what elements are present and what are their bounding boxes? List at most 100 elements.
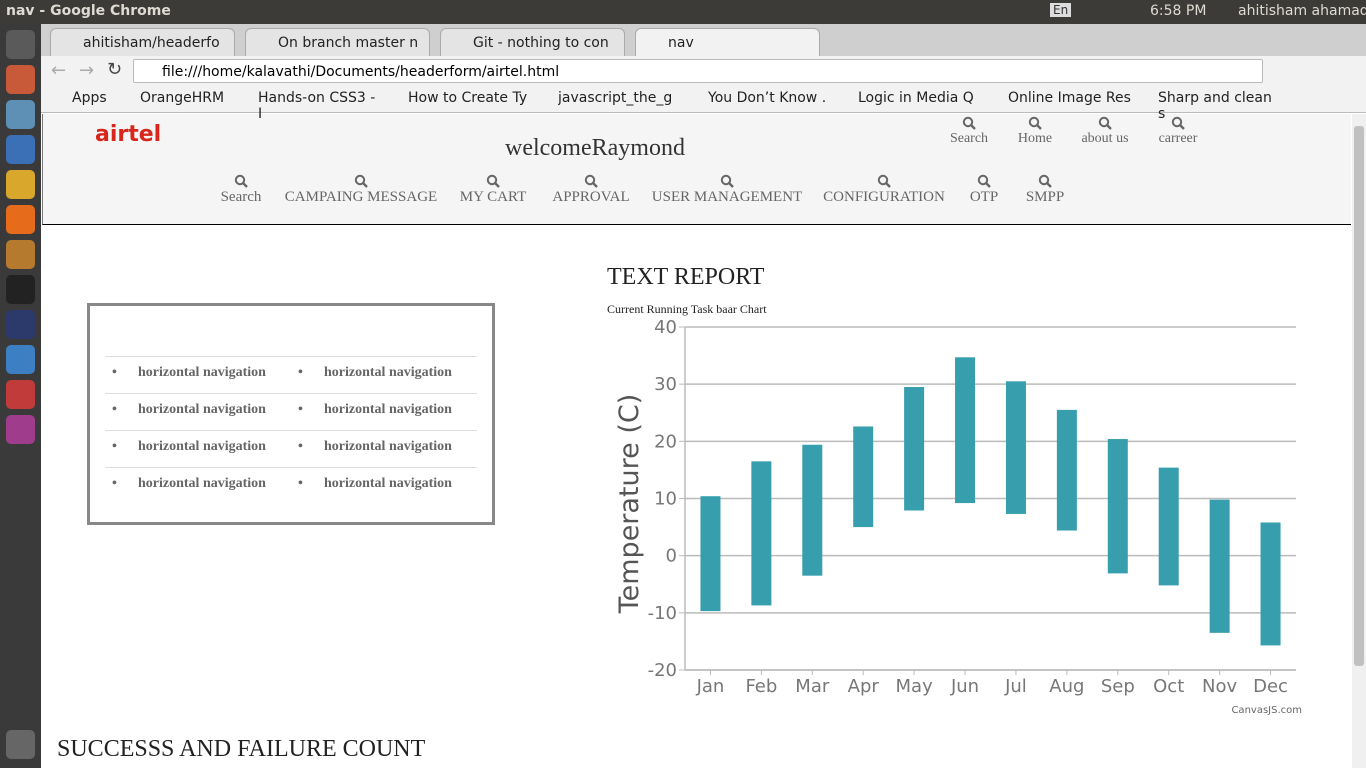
- nav-list-box: • horizontal navigation • horizontal naviga…: [87, 303, 495, 525]
- search-icon: [354, 174, 368, 188]
- launcher-icon[interactable]: [6, 65, 35, 94]
- launcher-icon[interactable]: [6, 240, 35, 269]
- icon-part: [1179, 124, 1185, 130]
- logo[interactable]: airtel: [95, 122, 162, 147]
- icon-part: [234, 174, 246, 186]
- nav-link[interactable]: Home: [1017, 131, 1053, 146]
- bookmark[interactable]: Sharp and clean s: [1158, 90, 1272, 122]
- launcher-icon[interactable]: [6, 275, 35, 304]
- search-icon: [1028, 116, 1042, 130]
- icon-part: [486, 174, 498, 186]
- nav-link[interactable]: MY CART: [459, 189, 527, 205]
- search-icon: [584, 174, 598, 188]
- icon-part: [877, 174, 889, 186]
- bookmark[interactable]: Hands-on CSS3 - I: [258, 90, 376, 122]
- launcher-icon[interactable]: [6, 380, 35, 409]
- launcher-icon[interactable]: [6, 170, 35, 199]
- bullet: •: [298, 439, 303, 454]
- nav-link[interactable]: CAMPAING MESSAGE: [284, 189, 438, 205]
- nav-link[interactable]: OTP: [969, 189, 999, 205]
- tab-title: nav: [668, 35, 694, 51]
- scrollbar[interactable]: [1352, 114, 1366, 768]
- separator: [105, 356, 477, 357]
- address-bar[interactable]: file:///home/kalavathi/Documents/headerf…: [133, 59, 1263, 83]
- tab[interactable]: On branch master n: [245, 28, 430, 56]
- icon-part: [592, 182, 598, 188]
- bookmark[interactable]: Apps: [72, 90, 107, 106]
- bookmark[interactable]: You Don’t Know .: [708, 90, 827, 106]
- system-bar: nav - Google Chrome En 6:58 PM ahitisham…: [0, 0, 1366, 24]
- scroll-thumb[interactable]: [1354, 126, 1364, 666]
- search-icon: [720, 174, 734, 188]
- bookmark[interactable]: How to Create Ty: [408, 90, 528, 106]
- search-icon: [1098, 116, 1112, 130]
- search-icon: [1171, 116, 1185, 130]
- launcher: [0, 24, 41, 768]
- separator: [105, 467, 477, 468]
- nav-link[interactable]: Search: [220, 189, 262, 205]
- launcher-icon[interactable]: [6, 310, 35, 339]
- icon-part: [242, 182, 248, 188]
- nav-link[interactable]: APPROVAL: [552, 189, 630, 205]
- icon-part: [584, 174, 596, 186]
- list-link[interactable]: horizontal navigation: [324, 476, 452, 491]
- nav-link[interactable]: carreer: [1158, 131, 1198, 146]
- icon-part: [728, 182, 734, 188]
- bullet: •: [112, 402, 117, 417]
- icon-part: [494, 182, 500, 188]
- launcher-icon[interactable]: [6, 135, 35, 164]
- site-header: airtel welcomeRaymond Search Home about us…: [42, 114, 1351, 225]
- search-icon: [977, 174, 991, 188]
- bookmark[interactable]: Online Image Res: [1008, 90, 1131, 106]
- keyboard[interactable]: En: [1050, 3, 1072, 17]
- welcome-text: welcomeRaymond: [505, 135, 685, 161]
- icon-part: [985, 182, 991, 188]
- list-link[interactable]: horizontal navigation: [324, 439, 452, 454]
- list-link[interactable]: horizontal navigation: [138, 365, 266, 380]
- nav-link[interactable]: USER MANAGEMENT: [651, 189, 803, 205]
- icon-part: [362, 182, 368, 188]
- tab[interactable]: Git - nothing to con: [440, 28, 625, 56]
- bookmark[interactable]: OrangeHRM: [140, 90, 225, 106]
- bookmark[interactable]: Logic in Media Q: [858, 90, 974, 106]
- back-button[interactable]: ←: [51, 60, 67, 81]
- launcher-icon[interactable]: [6, 345, 35, 374]
- trash[interactable]: [6, 730, 35, 759]
- icon-part: [885, 182, 891, 188]
- tab-strip: ahitisham/headerfo On branch master n Git …: [41, 24, 1366, 56]
- clock[interactable]: 6:58 PM: [1150, 3, 1207, 19]
- separator: [105, 430, 477, 431]
- launcher-icon[interactable]: [6, 415, 35, 444]
- nav-link[interactable]: Search: [949, 131, 989, 146]
- launcher-icon[interactable]: [6, 100, 35, 129]
- icon-part: [1171, 116, 1183, 128]
- nav-link[interactable]: CONFIGURATION: [823, 189, 945, 205]
- forward-button[interactable]: →: [79, 60, 95, 81]
- nav-link[interactable]: about us: [1081, 131, 1129, 146]
- tab-title: On branch master n: [278, 35, 419, 51]
- tab[interactable]: nav: [635, 28, 820, 56]
- bullet: •: [298, 476, 303, 491]
- icon-part: [1098, 116, 1110, 128]
- icon-part: [1046, 182, 1052, 188]
- tab-title: ahitisham/headerfo: [83, 35, 220, 51]
- list-link[interactable]: horizontal navigation: [138, 402, 266, 417]
- bookmark[interactable]: javascript_the_g: [558, 90, 673, 106]
- launcher-icon[interactable]: [6, 205, 35, 234]
- bullet: •: [112, 476, 117, 491]
- list-link[interactable]: horizontal navigation: [324, 365, 452, 380]
- launcher-icon[interactable]: [6, 30, 35, 59]
- tab[interactable]: ahitisham/headerfo: [50, 28, 235, 56]
- nav-link[interactable]: SMPP: [1025, 189, 1065, 205]
- web-page: airtel welcomeRaymond Search Home about us…: [41, 114, 1352, 768]
- user[interactable]: ahitisham ahamad: [1238, 3, 1366, 19]
- url: file:///home/kalavathi/Documents/headerf…: [162, 64, 560, 80]
- list-link[interactable]: horizontal navigation: [138, 439, 266, 454]
- bullet: •: [112, 365, 117, 380]
- reload-button[interactable]: ↻: [107, 59, 123, 80]
- list-link[interactable]: horizontal navigation: [324, 402, 452, 417]
- search-icon: [877, 174, 891, 188]
- list-link[interactable]: horizontal navigation: [138, 476, 266, 491]
- search-icon: [486, 174, 500, 188]
